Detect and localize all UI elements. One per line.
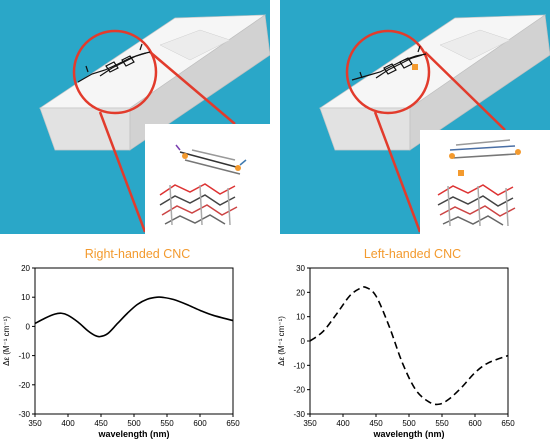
x-tick-label: 650 xyxy=(226,419,240,428)
chart-title-left-handed: Left-handed CNC xyxy=(363,247,462,261)
x-tick-label: 400 xyxy=(336,419,350,428)
x-tick-label: 650 xyxy=(501,419,515,428)
cnc-block xyxy=(318,14,550,151)
x-axis-label: wavelength (nm) xyxy=(97,429,169,439)
x-tick-label: 350 xyxy=(28,419,42,428)
y-tick-label: -20 xyxy=(18,381,30,390)
cd-spectrum-line xyxy=(309,286,509,406)
counter-ion-marker xyxy=(412,64,418,70)
magnification-circle xyxy=(345,29,431,115)
plot-frame xyxy=(309,267,509,415)
y-tick-label: -20 xyxy=(293,386,305,395)
y-tick-label: 20 xyxy=(21,264,30,273)
zoom-line xyxy=(373,111,422,233)
x-tick-label: 500 xyxy=(402,419,416,428)
left-handed-cnc-illustration xyxy=(280,0,550,234)
x-tick-label: 400 xyxy=(61,419,75,428)
zoom-line xyxy=(149,51,236,125)
y-tick-label: -10 xyxy=(293,361,305,370)
cd-spectrum-left-handed: 350 400 450 500 550 600 650 -30 -20 -10 0 10 20 30 wav… xyxy=(277,264,515,439)
magnification-circle xyxy=(72,29,158,115)
y-axis-label: Δε (M⁻¹ cm⁻¹) xyxy=(277,316,286,366)
y-tick-label: 0 xyxy=(301,337,306,346)
x-tick-label: 600 xyxy=(468,419,482,428)
cd-spectrum-line xyxy=(34,296,234,338)
cd-spectrum-right-handed: 350 400 450 500 550 600 650 -30 -20 -10 0 10 20 wavel… xyxy=(2,264,240,439)
y-axis-label: Δε (M⁻¹ cm⁻¹) xyxy=(2,316,11,366)
inset-closeup xyxy=(145,124,270,234)
zoom-line xyxy=(424,51,506,131)
x-tick-label: 450 xyxy=(94,419,108,428)
y-tick-label: 30 xyxy=(296,264,305,273)
cnc-block xyxy=(38,14,270,151)
x-tick-label: 500 xyxy=(127,419,141,428)
y-tick-label: -10 xyxy=(18,352,30,361)
inset-closeup xyxy=(420,130,550,234)
zoom-line xyxy=(98,111,147,233)
x-tick-label: 450 xyxy=(369,419,383,428)
dye-molecule xyxy=(77,43,151,83)
x-tick-label: 550 xyxy=(160,419,174,428)
y-tick-label: 10 xyxy=(21,293,30,302)
x-axis-label: wavelength (nm) xyxy=(372,429,444,439)
y-tick-label: 0 xyxy=(26,322,31,331)
chart-title-right-handed: Right-handed CNC xyxy=(84,247,191,261)
x-tick-label: 600 xyxy=(193,419,207,428)
x-tick-label: 350 xyxy=(303,419,317,428)
x-tick-label: 550 xyxy=(435,419,449,428)
y-tick-label: -30 xyxy=(293,410,305,419)
y-tick-label: -30 xyxy=(18,410,30,419)
right-handed-cnc-illustration xyxy=(0,0,270,234)
y-tick-label: 20 xyxy=(296,288,305,297)
plot-frame xyxy=(34,267,234,415)
y-tick-label: 10 xyxy=(296,313,305,322)
